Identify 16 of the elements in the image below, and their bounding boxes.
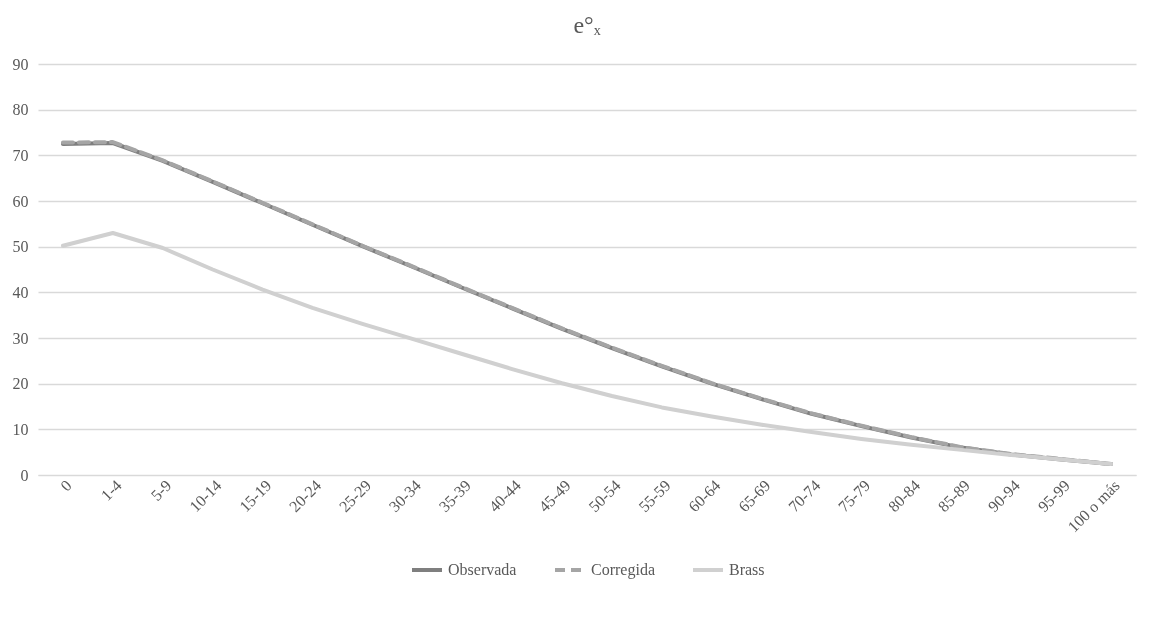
legend-label: Brass [729, 561, 765, 578]
y-tick-label: 70 [12, 146, 29, 164]
y-tick-label: 50 [12, 238, 29, 256]
y-tick-label: 30 [12, 329, 29, 347]
y-tick-label: 60 [12, 192, 29, 210]
y-tick-label: 20 [12, 375, 29, 393]
x-tick-label: 1-4 [97, 476, 125, 504]
legend-label: Corregida [591, 561, 655, 579]
y-tick-label: 10 [12, 420, 29, 438]
chart-title: e°ₓ [573, 12, 601, 38]
y-tick-label: 80 [12, 101, 29, 119]
x-tick-label: 5-9 [147, 476, 175, 504]
legend-label: Observada [448, 561, 517, 578]
x-tick-label: 0 [57, 476, 75, 495]
y-tick-label: 40 [12, 283, 29, 301]
y-tick-label: 90 [12, 55, 29, 73]
